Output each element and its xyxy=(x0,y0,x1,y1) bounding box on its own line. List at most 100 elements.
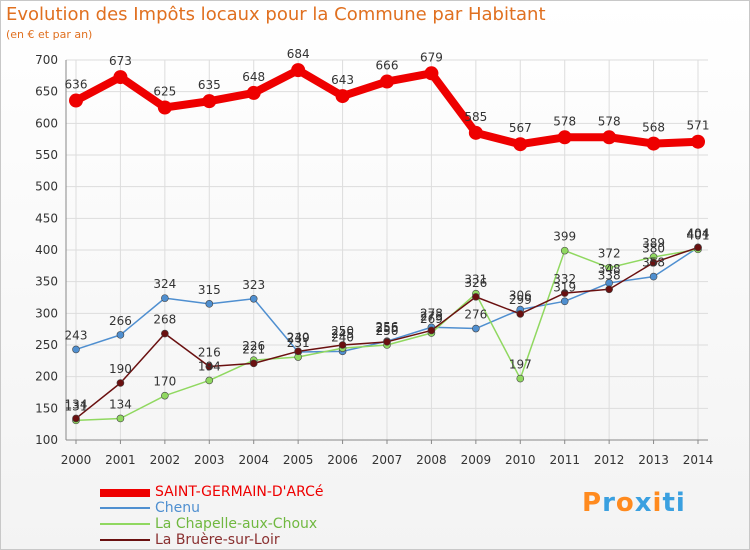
data-point xyxy=(646,136,661,151)
proxiti-logo: Proxiti xyxy=(582,488,686,518)
data-label: 278 xyxy=(420,306,443,320)
data-label: 338 xyxy=(598,268,621,282)
data-label: 401 xyxy=(687,228,710,242)
x-tick-label: 2003 xyxy=(194,453,225,467)
data-point xyxy=(513,137,528,152)
data-point xyxy=(516,374,525,383)
data-point xyxy=(560,289,569,297)
data-point xyxy=(202,94,217,109)
data-point xyxy=(516,310,525,318)
data-point xyxy=(472,293,480,301)
data-label: 268 xyxy=(153,313,176,327)
data-label: 266 xyxy=(109,314,132,328)
data-label: 372 xyxy=(598,247,621,261)
data-label: 134 xyxy=(109,397,132,411)
data-label: 306 xyxy=(509,289,532,303)
data-point xyxy=(557,130,572,145)
data-label: 326 xyxy=(464,276,487,290)
data-label: 568 xyxy=(642,121,665,135)
data-label: 170 xyxy=(153,375,176,389)
data-label: 269 xyxy=(420,312,443,326)
data-label: 666 xyxy=(376,59,399,73)
data-point xyxy=(69,93,83,108)
data-label: 567 xyxy=(509,121,532,135)
y-tick-label: 350 xyxy=(35,275,58,289)
y-tick-label: 450 xyxy=(35,211,58,225)
chart-subtitle: (en € et par an) xyxy=(6,28,93,41)
data-label: 216 xyxy=(198,346,221,360)
logo-letter: r xyxy=(602,488,616,518)
data-point xyxy=(205,376,214,385)
data-point xyxy=(560,246,569,255)
data-point xyxy=(605,285,613,294)
data-point xyxy=(161,294,169,302)
data-label: 331 xyxy=(464,273,487,287)
data-point xyxy=(427,326,436,335)
data-label: 404 xyxy=(687,226,710,240)
data-point xyxy=(602,130,617,145)
data-point xyxy=(291,63,306,78)
data-label: 319 xyxy=(553,280,576,294)
data-point xyxy=(560,297,569,306)
data-point xyxy=(205,362,214,371)
y-tick-labels: 100 150 200 250 300 350 400 450 500 550 600 650 700 xyxy=(35,53,58,447)
x-tick-label: 2010 xyxy=(505,453,536,467)
data-label: 134 xyxy=(65,397,88,411)
y-tick-label: 250 xyxy=(35,338,58,352)
data-point xyxy=(649,272,658,281)
x-tick-label: 2002 xyxy=(150,453,181,467)
y-tick-label: 550 xyxy=(35,148,58,162)
data-label: 585 xyxy=(464,110,487,124)
legend-swatch xyxy=(100,507,150,509)
legend-swatch xyxy=(100,489,150,497)
x-tick-label: 2006 xyxy=(327,453,358,467)
data-label: 250 xyxy=(331,324,354,338)
logo-letter: P xyxy=(582,488,603,518)
x-tick-label: 2009 xyxy=(461,453,492,467)
data-point xyxy=(205,300,214,308)
data-label: 243 xyxy=(65,328,88,342)
data-label: 256 xyxy=(376,320,399,334)
y-tick-label: 150 xyxy=(35,401,58,415)
data-label: 315 xyxy=(198,283,221,297)
y-tick-label: 650 xyxy=(35,85,58,99)
data-label: 197 xyxy=(509,358,532,372)
x-tick-label: 2011 xyxy=(549,453,580,467)
data-point xyxy=(246,85,261,100)
data-label: 240 xyxy=(287,330,310,344)
data-point xyxy=(338,341,347,349)
data-label: 324 xyxy=(153,277,176,291)
data-label: 226 xyxy=(242,339,265,353)
data-label: 673 xyxy=(109,54,132,68)
data-label: 636 xyxy=(65,78,88,92)
data-point xyxy=(605,263,613,272)
legend-label: La Bruère-sur-Loir xyxy=(155,532,280,548)
data-point xyxy=(161,329,169,338)
data-label: 239 xyxy=(287,331,310,345)
series-layer xyxy=(69,63,705,425)
data-label: 190 xyxy=(109,362,132,376)
data-label: 648 xyxy=(242,70,265,84)
data-point xyxy=(116,331,125,339)
data-point xyxy=(249,359,258,368)
data-label: 578 xyxy=(553,114,576,128)
data-point xyxy=(161,391,169,400)
x-tick-label: 2012 xyxy=(594,453,625,467)
logo-letter: t xyxy=(662,488,676,518)
y-tick-label: 200 xyxy=(35,370,58,384)
data-point xyxy=(468,125,483,140)
legend-swatch xyxy=(100,523,150,525)
data-label: 679 xyxy=(420,50,443,64)
data-point xyxy=(116,414,125,423)
data-label: 684 xyxy=(287,47,310,61)
legend-swatch xyxy=(100,539,150,541)
data-point xyxy=(380,74,394,89)
data-label: 635 xyxy=(198,78,221,92)
data-label: 358 xyxy=(642,256,665,270)
data-label: 323 xyxy=(242,278,265,292)
data-point xyxy=(335,89,350,104)
data-point xyxy=(649,258,658,267)
data-label: 332 xyxy=(553,272,576,286)
data-label: 231 xyxy=(287,336,310,350)
